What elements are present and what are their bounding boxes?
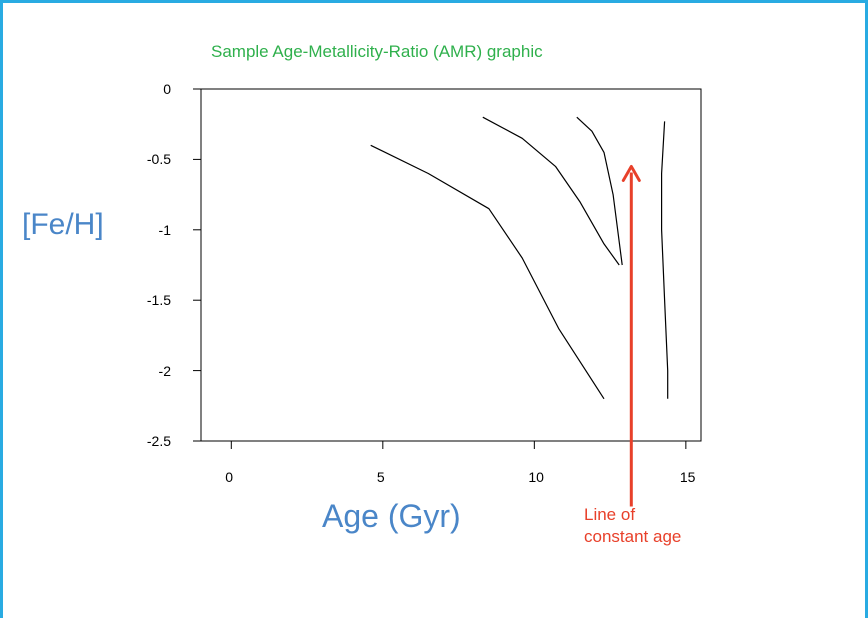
x-tick-label: 5	[376, 469, 385, 485]
x-tick-label: 10	[528, 469, 544, 485]
y-tick-label: -2.5	[146, 433, 171, 449]
y-tick-label: -0.5	[146, 151, 171, 168]
y-tick-label: -1.5	[146, 292, 171, 309]
y-axis-label: [Fe/H]	[22, 208, 104, 241]
series-line-3	[576, 116, 623, 266]
y-tick-label: -2	[158, 362, 171, 379]
annotation-line-1: Line of	[584, 505, 636, 524]
y-tick-label: 0	[163, 81, 171, 97]
plot-box	[200, 88, 702, 442]
y-tick-label: -1	[158, 221, 171, 238]
x-axis-label: Age (Gyr)	[322, 498, 461, 534]
series-line-4	[660, 121, 669, 399]
series-line-2	[482, 116, 620, 266]
series-line-1	[370, 144, 605, 400]
x-tick-label: 0	[225, 469, 234, 485]
x-tick-label: 15	[679, 469, 696, 485]
annotation-arrow-head	[621, 164, 641, 182]
chart-title: Sample Age-Metallicity-Ratio (AMR) graph…	[211, 42, 543, 61]
annotation-line-2: constant age	[584, 527, 682, 546]
